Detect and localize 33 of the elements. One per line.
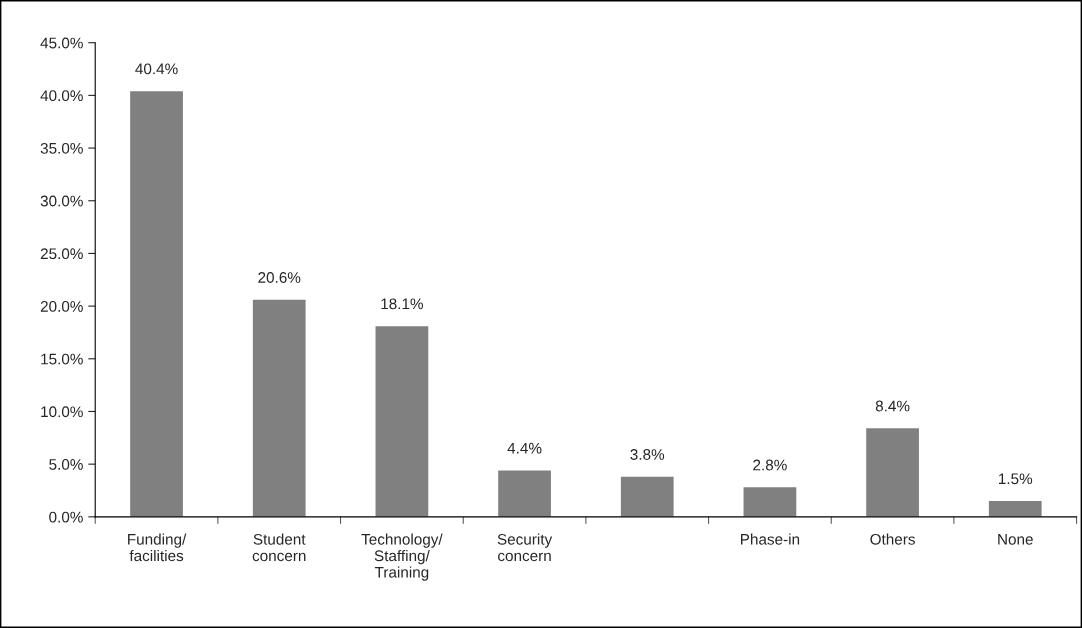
bar <box>252 299 306 517</box>
y-tick-label: 15.0% <box>41 353 83 365</box>
data-label: 2.8% <box>753 459 787 471</box>
y-tick-label: 20.0% <box>40 300 83 312</box>
data-label: 1.5% <box>999 473 1033 485</box>
x-tick-label: Funding/ facilities <box>128 533 187 562</box>
bar <box>130 91 183 517</box>
y-tick-label: 5.0% <box>49 459 83 470</box>
bar <box>743 487 797 517</box>
x-tick-label: Phase-in <box>741 533 800 545</box>
data-label: 8.4% <box>875 400 910 412</box>
y-tick-label: 40.0% <box>40 90 83 102</box>
y-tick-label: 25.0% <box>40 248 83 260</box>
bar <box>498 470 551 517</box>
bar <box>620 476 674 517</box>
data-label: 4.4% <box>507 442 542 454</box>
x-tick-label: Security concern <box>497 533 553 562</box>
data-label: 20.6% <box>258 272 301 283</box>
x-tick-label: None <box>998 534 1033 545</box>
y-tick-label: 35.0% <box>40 142 83 154</box>
y-tick-label: 45.0% <box>40 37 83 49</box>
bar <box>988 501 1042 517</box>
x-tick-label: Student concern <box>252 533 306 562</box>
bar <box>866 428 919 517</box>
data-label: 18.1% <box>381 298 424 310</box>
x-tick-label: Technology/ Staffing/ Training <box>361 533 443 581</box>
y-tick-label: 0.0% <box>49 511 83 523</box>
y-tick-label: 10.0% <box>41 406 83 418</box>
bar <box>375 326 429 517</box>
data-label: 3.8% <box>630 449 665 460</box>
data-label: 40.4% <box>135 63 178 75</box>
x-tick-label: Others <box>870 533 915 545</box>
y-tick-label: 30.0% <box>40 195 83 207</box>
